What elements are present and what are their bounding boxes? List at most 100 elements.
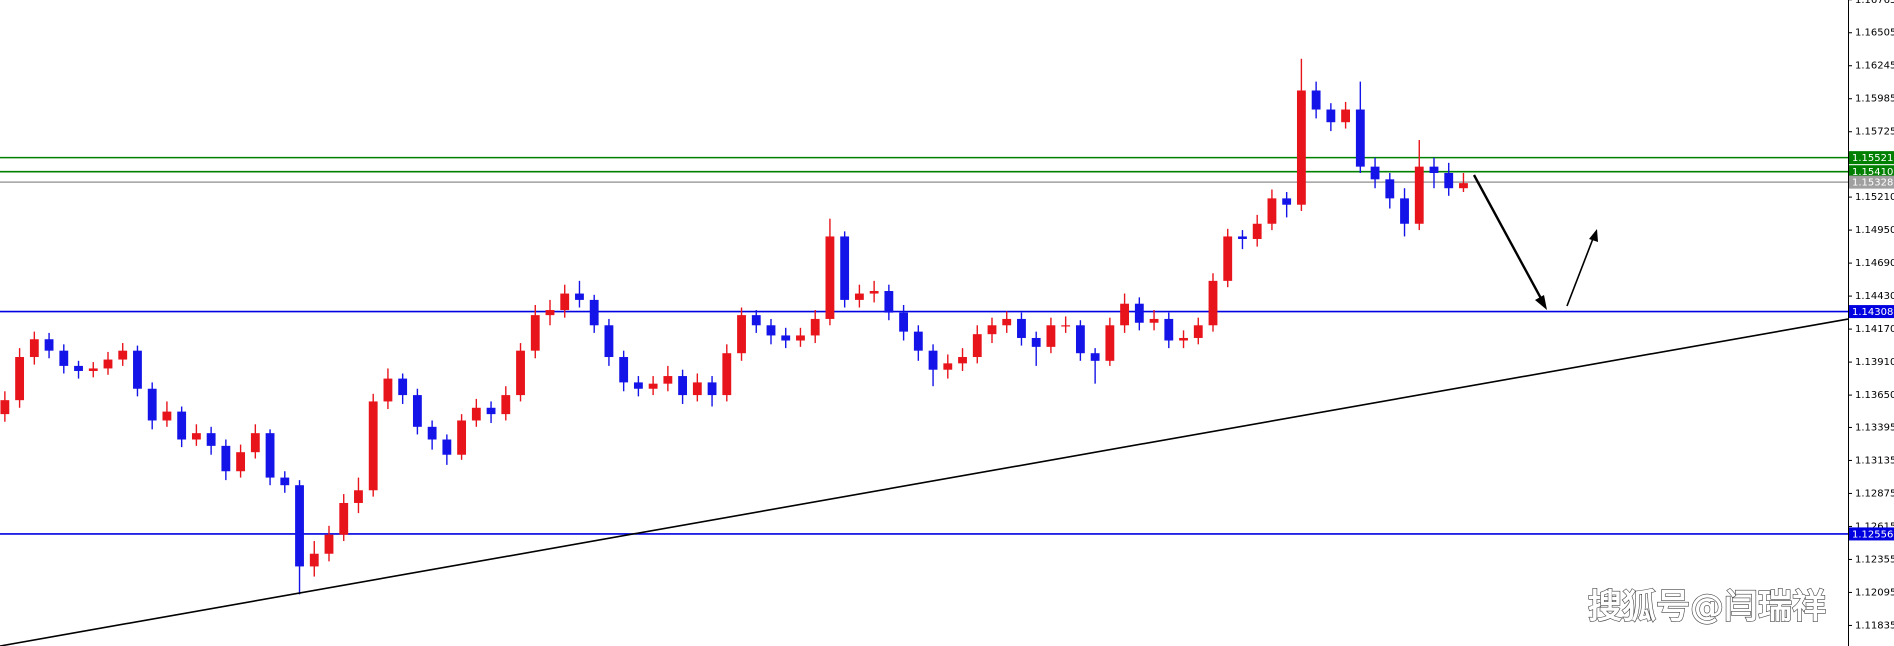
candle-body (987, 325, 997, 335)
candle-body (162, 411, 172, 421)
y-tick-label: 1.14950 (1855, 225, 1894, 236)
level-label: 1.14308 (1852, 307, 1893, 318)
levels (0, 156, 1848, 535)
up-arrow (1566, 235, 1595, 307)
candle-body (1429, 166, 1439, 173)
candle-body (1355, 109, 1365, 167)
candle-body (501, 395, 511, 415)
candle-body (221, 445, 231, 472)
candle-body (29, 339, 39, 358)
candle-body (1223, 236, 1233, 281)
candle-body (44, 339, 54, 351)
price-axis-labels: 1.11835 1.12095 1.12355 1.12615 1.12875 1.131… (1848, 0, 1894, 631)
candle-body (15, 357, 25, 401)
candle-body (133, 350, 142, 389)
candle-body (1414, 166, 1424, 224)
candle-body (59, 350, 69, 366)
candle-body (471, 407, 481, 421)
candle-body (869, 291, 879, 294)
y-tick-label: 1.15725 (1855, 127, 1894, 138)
candle-body (958, 357, 967, 364)
candle-body (530, 315, 540, 351)
candle-body (928, 350, 938, 370)
candle-body (442, 439, 452, 455)
candle-body (796, 335, 805, 341)
watermark: 搜狐号@闫瑞祥 (1588, 587, 1826, 627)
y-tick-label: 1.13395 (1855, 422, 1894, 433)
candle-body (1061, 325, 1071, 327)
candle-body (692, 382, 702, 396)
y-tick-label: 1.12875 (1855, 488, 1894, 499)
candle-body (339, 502, 349, 535)
candle-body (1459, 183, 1468, 189)
y-tick-label: 1.13910 (1855, 357, 1894, 368)
candle-body (354, 490, 363, 503)
candle-body (1311, 90, 1321, 110)
candle-body (1120, 303, 1130, 326)
candle-body (972, 334, 982, 358)
annotations (0, 174, 1849, 646)
candle-body (177, 411, 187, 440)
candle-body (840, 236, 850, 300)
candle-body (810, 318, 820, 336)
candle-body (1179, 337, 1188, 341)
candles (0, 58, 1468, 595)
candle-body (0, 400, 10, 415)
y-tick-label: 1.13135 (1855, 455, 1894, 466)
level-label-box (1849, 527, 1894, 541)
candle-body (265, 433, 275, 478)
candle-body (545, 310, 555, 316)
candle-body (236, 452, 246, 472)
arrow-head (1535, 295, 1547, 310)
candle-body (854, 293, 864, 300)
candle-body (1385, 179, 1395, 199)
candle-body (1252, 223, 1262, 239)
candle-body (766, 325, 776, 336)
candle-body (309, 553, 319, 567)
candle-body (383, 378, 393, 402)
candle-body (707, 382, 717, 396)
candle-body (943, 363, 953, 370)
arrow-head (1589, 229, 1598, 242)
candle-body (604, 325, 614, 358)
candle-body (1282, 198, 1292, 205)
candle-body (1296, 90, 1306, 205)
candle-body (1267, 198, 1277, 224)
y-tick-label: 1.16765 (1855, 0, 1894, 6)
level-label: 1.15521 (1852, 153, 1893, 164)
candle-body (560, 293, 570, 311)
candle-body (324, 534, 334, 554)
candle-body (191, 433, 201, 440)
y-tick-label: 1.14690 (1855, 258, 1894, 269)
y-tick-label: 1.15985 (1855, 94, 1894, 105)
level-label: 1.15328 (1852, 178, 1893, 189)
candle-body (1193, 325, 1203, 338)
candle-body (280, 477, 290, 486)
candle-body (1075, 325, 1085, 354)
candle-body (722, 353, 732, 396)
candle-body (633, 382, 643, 389)
candle-body (737, 315, 746, 354)
level-label-box (1849, 165, 1894, 179)
candle-body (1031, 337, 1041, 347)
candle-body (1164, 318, 1174, 341)
candle-body (884, 291, 894, 313)
candle-body (825, 236, 835, 319)
level-label-box (1849, 175, 1894, 189)
candle-body (1105, 325, 1115, 361)
candle-body (1238, 236, 1247, 239)
trendline (0, 318, 1849, 646)
y-tick-label: 1.13650 (1855, 390, 1894, 401)
candle-body (457, 420, 467, 455)
candle-body (88, 368, 98, 371)
candle-body (678, 376, 688, 396)
candle-body (1326, 109, 1336, 123)
y-tick-label: 1.16245 (1855, 61, 1894, 72)
candle-body (1444, 172, 1454, 189)
candle-body (1017, 318, 1026, 338)
candle-body (913, 331, 923, 351)
candle-body (589, 299, 599, 326)
candle-body (427, 426, 437, 440)
y-tick-label: 1.12615 (1855, 521, 1894, 532)
